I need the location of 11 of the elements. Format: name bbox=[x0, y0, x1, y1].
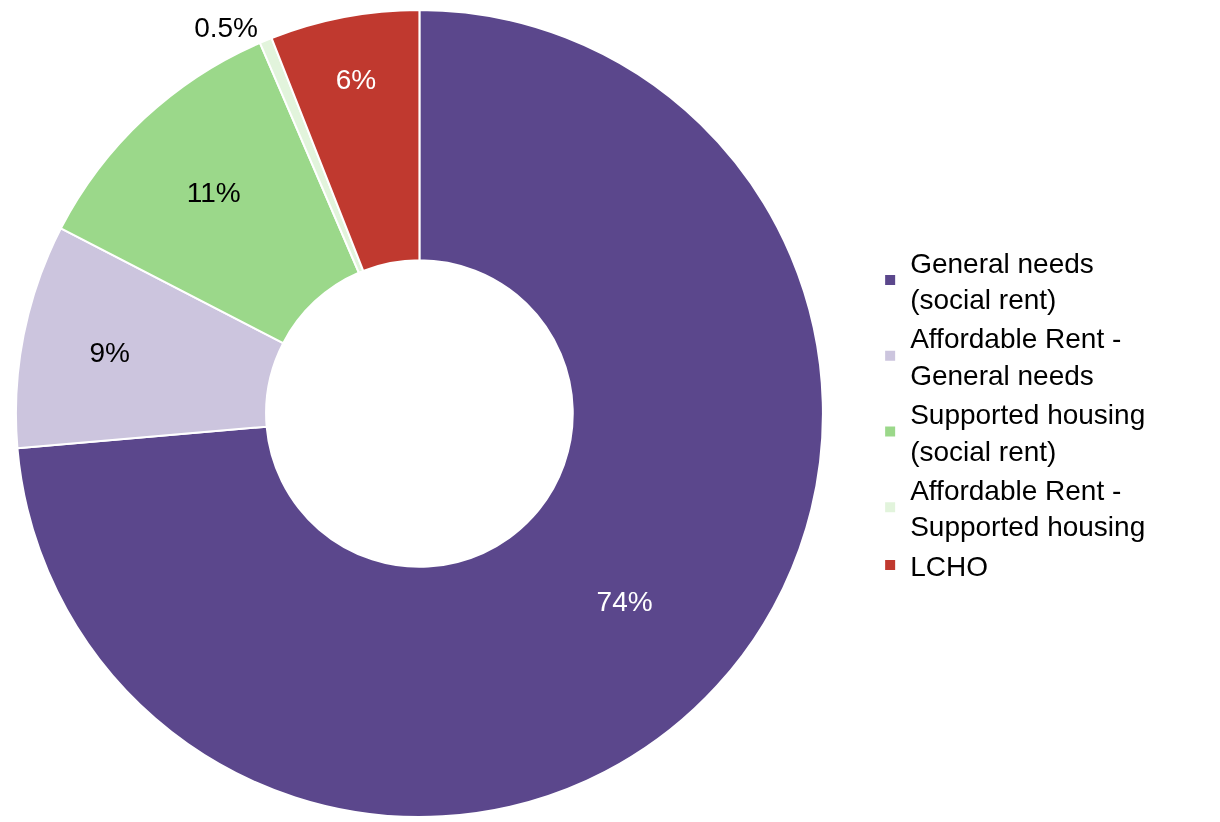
data-label: 74% bbox=[596, 586, 653, 618]
data-label: 11% bbox=[186, 177, 241, 209]
legend-label: Supported housing (social rent) bbox=[910, 399, 1146, 467]
data-label: 9% bbox=[89, 336, 130, 368]
legend-label: LCHO bbox=[910, 550, 988, 582]
data-label: 0.5% bbox=[194, 11, 258, 43]
legend-label: Affordable Rent - Supported housing bbox=[910, 475, 1146, 543]
legend-label: Affordable Rent - General needs bbox=[910, 323, 1122, 391]
data-label: 6% bbox=[335, 63, 377, 95]
donut-slice bbox=[16, 9, 824, 818]
legend-label: General needs (social rent) bbox=[910, 247, 1094, 316]
